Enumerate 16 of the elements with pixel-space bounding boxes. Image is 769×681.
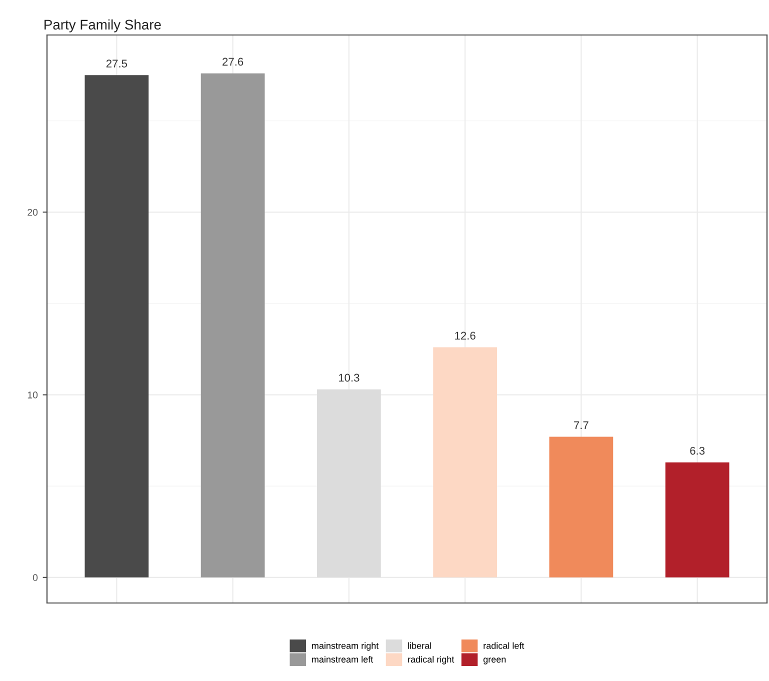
y-tick-label: 0 [32, 574, 38, 582]
data-label: 27.5 [106, 60, 128, 68]
chart-title: Party Family Share [44, 19, 161, 32]
y-tick-label: 20 [28, 208, 38, 216]
data-label: 10.3 [338, 374, 360, 382]
legend-label: liberal [408, 642, 432, 649]
legend-label: radical right [408, 656, 454, 664]
legend-label: mainstream right [312, 642, 379, 651]
data-label: 7.7 [574, 421, 588, 430]
data-label: 27.6 [222, 58, 244, 66]
legend-label: mainstream left [312, 656, 374, 663]
legend-label: radical left [484, 642, 524, 649]
legend-label: green [483, 658, 506, 664]
data-label: 12.6 [455, 332, 476, 340]
y-tick-label: 10 [28, 392, 38, 398]
data-label: 6.3 [690, 446, 705, 455]
